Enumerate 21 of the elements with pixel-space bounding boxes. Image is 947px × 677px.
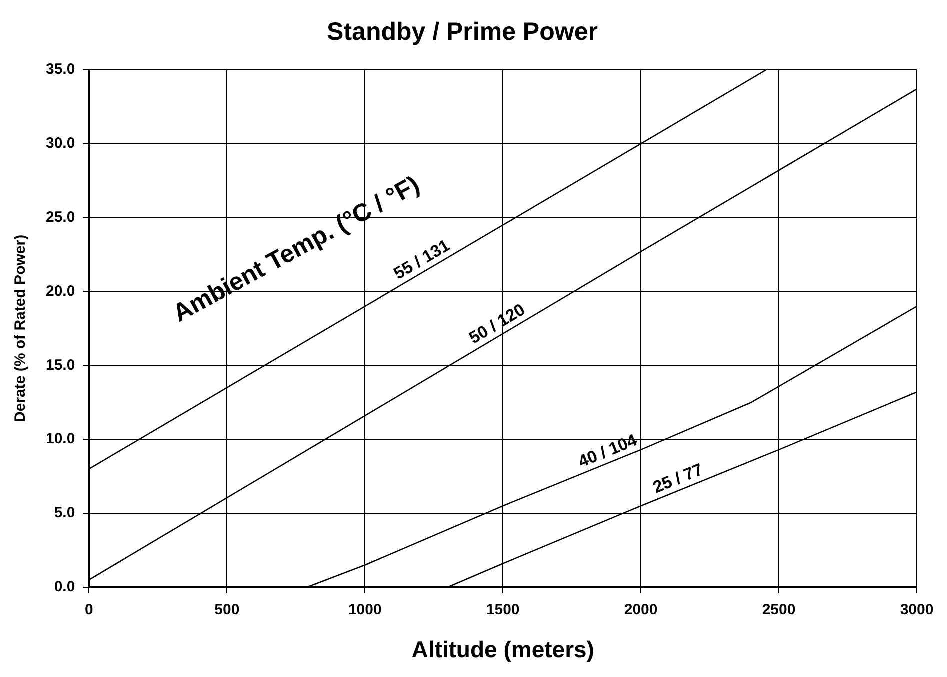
y-tick-label: 10.0 (46, 430, 76, 448)
x-tick-label: 1500 (486, 602, 520, 619)
y-axis-title: Derate (% of Rated Power) (12, 234, 30, 422)
y-tick-label: 25.0 (46, 208, 76, 226)
y-tick-label: 30.0 (46, 135, 76, 152)
x-tick-label: 1000 (348, 602, 382, 619)
x-tick-label: 3000 (900, 602, 934, 619)
y-tick-label: 5.0 (54, 504, 76, 522)
y-tick-label: 0.0 (54, 578, 76, 596)
x-tick-label: 0 (85, 602, 94, 619)
y-tick-label: 35.0 (46, 61, 76, 78)
text: 50 / 120 (466, 300, 528, 348)
chart-title: Standby / Prime Power (327, 18, 598, 46)
x-tick-label: 500 (214, 602, 240, 619)
x-tick-label: 2000 (624, 602, 658, 619)
y-tick-label: 15.0 (46, 356, 76, 374)
x-axis-title: Altitude (meters) (412, 636, 594, 663)
text: 55 / 131 (390, 236, 454, 284)
text: 25 / 77 (650, 460, 706, 498)
y-tick-label: 20.0 (46, 282, 76, 300)
x-tick-label: 2500 (762, 602, 796, 619)
